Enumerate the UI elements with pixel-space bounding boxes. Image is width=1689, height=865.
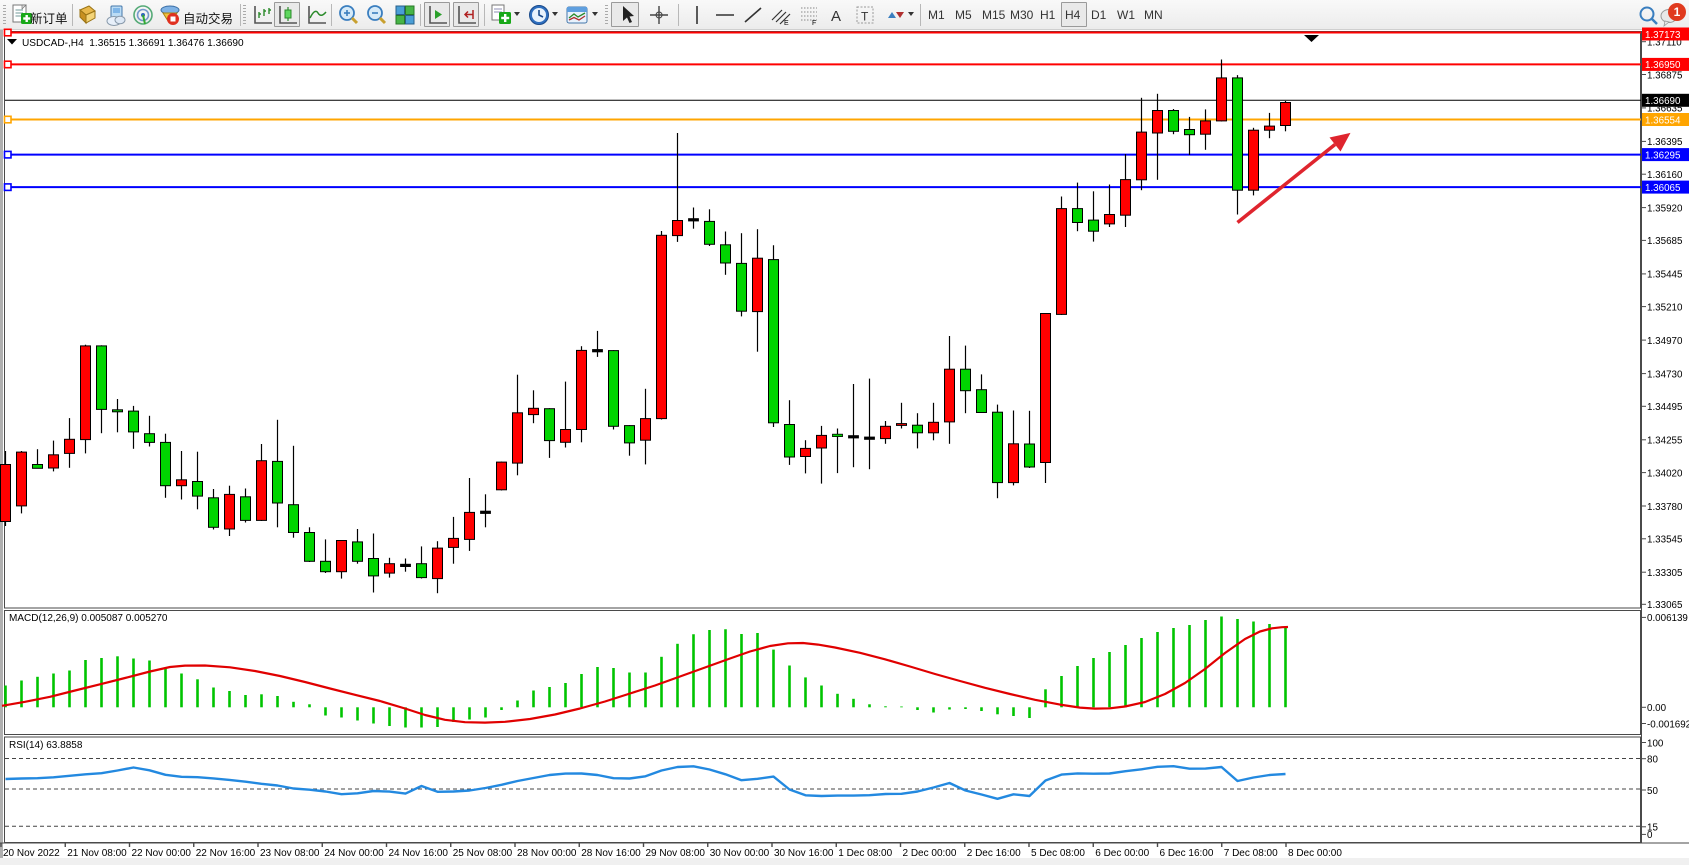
svg-text:24 Nov 16:00: 24 Nov 16:00 xyxy=(389,848,449,859)
svg-text:1.36395: 1.36395 xyxy=(1647,137,1683,148)
svg-text:6 Dec 16:00: 6 Dec 16:00 xyxy=(1160,848,1214,859)
svg-text:28 Nov 16:00: 28 Nov 16:00 xyxy=(581,848,641,859)
svg-text:29 Nov 08:00: 29 Nov 08:00 xyxy=(646,848,706,859)
svg-text:22 Nov 00:00: 22 Nov 00:00 xyxy=(132,848,192,859)
svg-text:1.34970: 1.34970 xyxy=(1647,336,1683,347)
svg-text:21 Nov 08:00: 21 Nov 08:00 xyxy=(67,848,127,859)
svg-text:1.36690: 1.36690 xyxy=(1645,96,1681,107)
svg-text:F: F xyxy=(812,20,816,26)
svg-text:1.37173: 1.37173 xyxy=(1645,30,1681,41)
svg-text:1.36065: 1.36065 xyxy=(1645,183,1681,194)
svg-text:6 Dec 00:00: 6 Dec 00:00 xyxy=(1095,848,1149,859)
svg-text:8 Dec 00:00: 8 Dec 00:00 xyxy=(1288,848,1342,859)
svg-text:30 Nov 16:00: 30 Nov 16:00 xyxy=(774,848,834,859)
svg-text:5 Dec 08:00: 5 Dec 08:00 xyxy=(1031,848,1085,859)
svg-text:1.35685: 1.35685 xyxy=(1647,236,1683,247)
svg-text:1.35920: 1.35920 xyxy=(1647,203,1683,214)
svg-text:T: T xyxy=(861,10,869,24)
svg-text:A: A xyxy=(831,8,841,25)
svg-text:7 Dec 08:00: 7 Dec 08:00 xyxy=(1224,848,1278,859)
svg-text:1.33065: 1.33065 xyxy=(1647,600,1683,611)
svg-text:1.37110: 1.37110 xyxy=(1647,38,1682,49)
svg-text:1.34255: 1.34255 xyxy=(1647,436,1683,447)
svg-text:25 Nov 08:00: 25 Nov 08:00 xyxy=(453,848,513,859)
svg-text:1.36635: 1.36635 xyxy=(1647,104,1683,115)
svg-text:1.35210: 1.35210 xyxy=(1647,302,1683,313)
svg-text:RSI(14) 63.8858: RSI(14) 63.8858 xyxy=(9,740,83,751)
svg-text:28 Nov 00:00: 28 Nov 00:00 xyxy=(517,848,577,859)
svg-text:100: 100 xyxy=(1647,738,1664,749)
svg-text:1.33305: 1.33305 xyxy=(1647,568,1683,579)
svg-text:1 Dec 08:00: 1 Dec 08:00 xyxy=(838,848,892,859)
svg-text:1.36295: 1.36295 xyxy=(1645,150,1681,161)
svg-text:22 Nov 16:00: 22 Nov 16:00 xyxy=(196,848,256,859)
svg-text:30 Nov 00:00: 30 Nov 00:00 xyxy=(710,848,770,859)
svg-text:1.33780: 1.33780 xyxy=(1647,502,1683,513)
svg-text:2 Dec 16:00: 2 Dec 16:00 xyxy=(967,848,1021,859)
svg-text:1.34730: 1.34730 xyxy=(1647,369,1683,380)
svg-text:1.33545: 1.33545 xyxy=(1647,535,1683,546)
svg-text:-0.001692: -0.001692 xyxy=(1647,719,1689,730)
svg-text:USDCAD-,H4 1.36515 1.36691 1.: USDCAD-,H4 1.36515 1.36691 1.36476 1.366… xyxy=(22,38,244,49)
svg-text:MACD(12,26,9) 0.005087 0.00527: MACD(12,26,9) 0.005087 0.005270 xyxy=(9,613,168,624)
svg-text:1.34495: 1.34495 xyxy=(1647,402,1683,413)
svg-text:20 Nov 2022: 20 Nov 2022 xyxy=(3,848,60,859)
svg-text:50: 50 xyxy=(1647,786,1658,797)
svg-text:23 Nov 08:00: 23 Nov 08:00 xyxy=(260,848,320,859)
svg-text:E: E xyxy=(784,20,789,26)
svg-text:0.006139: 0.006139 xyxy=(1647,613,1688,624)
svg-text:1.36554: 1.36554 xyxy=(1645,115,1681,126)
svg-text:1.36950: 1.36950 xyxy=(1645,60,1681,71)
svg-text:0.00: 0.00 xyxy=(1647,703,1667,714)
svg-text:80: 80 xyxy=(1647,755,1658,766)
svg-text:2 Dec 00:00: 2 Dec 00:00 xyxy=(903,848,957,859)
svg-text:1.34020: 1.34020 xyxy=(1647,468,1683,479)
svg-text:1.35445: 1.35445 xyxy=(1647,270,1683,281)
svg-text:1.36160: 1.36160 xyxy=(1647,170,1683,181)
svg-text:1.36875: 1.36875 xyxy=(1647,70,1683,81)
svg-text:24 Nov 00:00: 24 Nov 00:00 xyxy=(324,848,384,859)
svg-text:0: 0 xyxy=(1647,830,1653,841)
svg-text:15: 15 xyxy=(1647,823,1658,834)
